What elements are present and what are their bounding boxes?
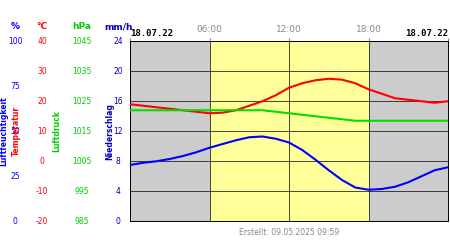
Text: 0: 0 bbox=[40, 157, 45, 166]
Text: 40: 40 bbox=[37, 37, 47, 46]
Text: 8: 8 bbox=[116, 157, 121, 166]
Text: 1015: 1015 bbox=[72, 127, 92, 136]
Text: 75: 75 bbox=[10, 82, 20, 91]
Text: 1025: 1025 bbox=[72, 97, 92, 106]
Text: 1035: 1035 bbox=[72, 67, 92, 76]
Text: -20: -20 bbox=[36, 217, 48, 226]
Text: 100: 100 bbox=[8, 37, 22, 46]
Text: 16: 16 bbox=[113, 97, 123, 106]
Text: 12: 12 bbox=[113, 127, 123, 136]
Text: 20: 20 bbox=[113, 67, 123, 76]
Bar bbox=[210, 41, 369, 221]
Text: 30: 30 bbox=[37, 67, 47, 76]
Bar bbox=[130, 41, 210, 221]
Text: 1005: 1005 bbox=[72, 157, 92, 166]
Text: 24: 24 bbox=[113, 37, 123, 46]
Text: 50: 50 bbox=[10, 127, 20, 136]
Text: 18.07.22: 18.07.22 bbox=[405, 29, 448, 38]
Text: 25: 25 bbox=[10, 172, 20, 181]
Bar bbox=[369, 41, 448, 221]
Text: 985: 985 bbox=[75, 217, 89, 226]
Text: 4: 4 bbox=[116, 187, 121, 196]
Text: 0: 0 bbox=[116, 217, 121, 226]
Text: -10: -10 bbox=[36, 187, 48, 196]
Text: 20: 20 bbox=[37, 97, 47, 106]
Text: Luftdruck: Luftdruck bbox=[53, 110, 62, 152]
Text: 995: 995 bbox=[75, 187, 89, 196]
Text: Temperatur: Temperatur bbox=[12, 106, 21, 156]
Text: mm/h: mm/h bbox=[104, 22, 132, 31]
Text: 18.07.22: 18.07.22 bbox=[130, 29, 173, 38]
Text: Luftfeuchtigkeit: Luftfeuchtigkeit bbox=[0, 96, 9, 166]
Text: %: % bbox=[10, 22, 19, 31]
Text: Erstellt: 09.05.2025 09:59: Erstellt: 09.05.2025 09:59 bbox=[239, 228, 339, 237]
Text: hPa: hPa bbox=[72, 22, 91, 31]
Text: 10: 10 bbox=[37, 127, 47, 136]
Text: 1045: 1045 bbox=[72, 37, 92, 46]
Text: Niederschlag: Niederschlag bbox=[105, 103, 114, 160]
Text: °C: °C bbox=[36, 22, 48, 31]
Text: 0: 0 bbox=[13, 217, 18, 226]
